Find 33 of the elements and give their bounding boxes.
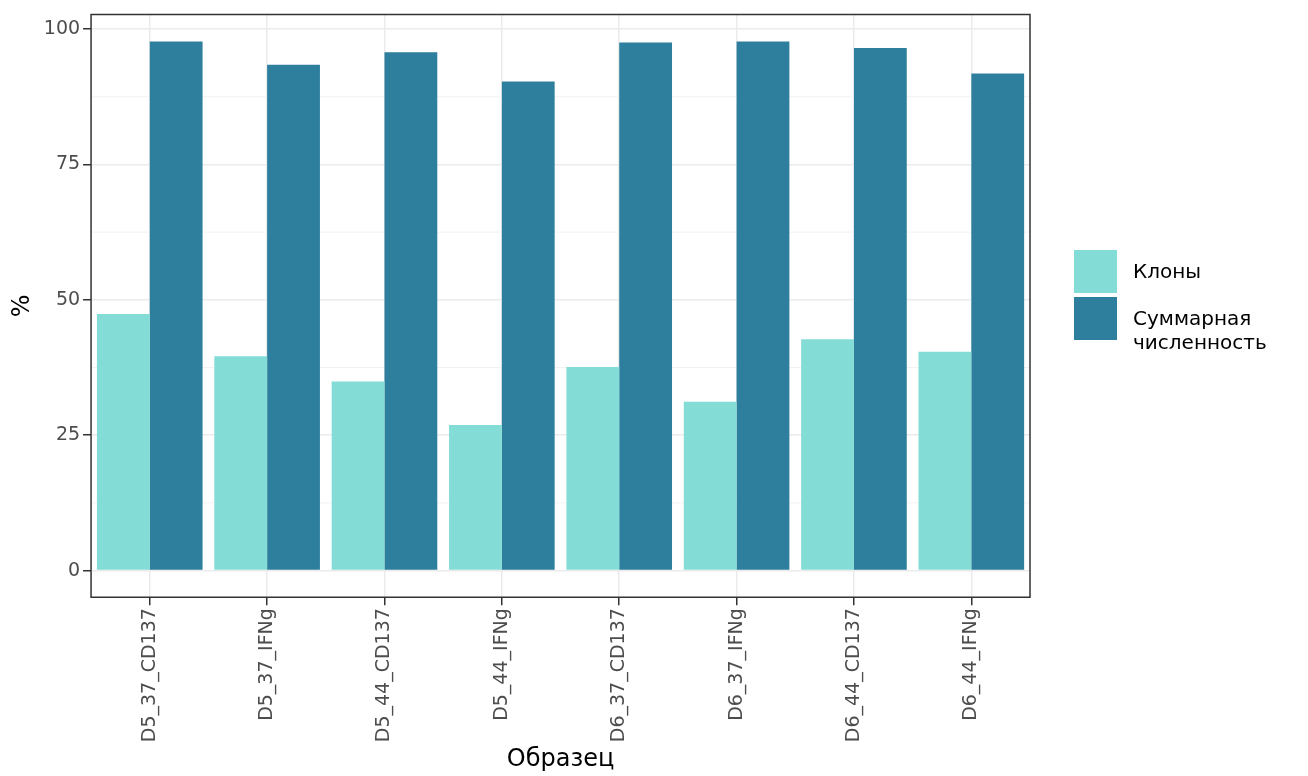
x-tick-label: D5_37_CD137 [136,608,160,743]
bar [619,42,673,570]
bar [267,64,320,570]
y-tick-label: 25 [55,422,81,445]
x-tick-label: D6_44_IFNg [958,608,982,721]
x-tick-label: D5_44_IFNg [488,608,512,721]
bar [566,366,620,570]
bar [683,401,737,570]
bar [801,339,854,570]
bar [971,73,1025,570]
bar [331,381,385,570]
bar [384,52,438,570]
x-tick-label: D6_37_CD137 [606,608,630,743]
x-tick-label: D5_37_IFNg [254,608,278,721]
y-tick-label: 50 [55,286,81,309]
x-tick-label: D6_37_IFNg [723,608,747,721]
bar [96,313,150,570]
legend-label: Клоны [1133,258,1203,283]
y-axis-title: % [6,294,35,318]
y-tick-label: 100 [43,15,81,38]
x-tick-label: D5_44_CD137 [371,608,395,743]
bar [918,351,972,570]
legend-label: Суммарная численность [1133,305,1268,354]
x-tick-label: D6_44_CD137 [840,608,864,743]
bar [449,424,502,570]
x-axis-title: Образец [506,743,615,772]
y-tick-label: 0 [67,557,81,580]
bar [214,356,268,570]
bar [149,41,203,570]
y-tick-label: 75 [55,151,81,174]
bar [853,47,907,570]
bar [736,41,790,570]
bar [501,81,555,570]
